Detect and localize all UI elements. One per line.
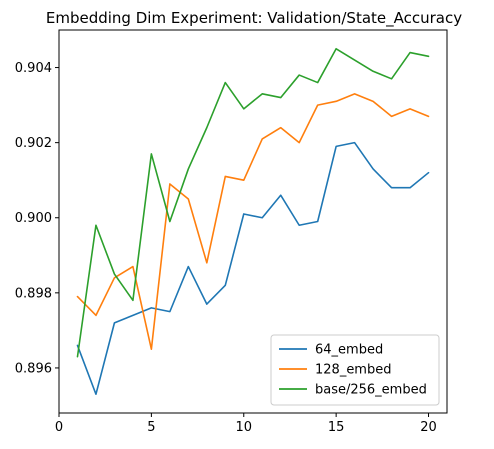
y-axis: 0.896 0.898 0.900 0.902 0.904 [15, 61, 59, 376]
series-line-1 [76, 93, 430, 350]
y-tick-label: 0.902 [15, 136, 52, 151]
series-line-0 [76, 141, 430, 396]
legend-label: 64_embed [315, 343, 383, 358]
legend-label: 128_embed [315, 363, 391, 378]
y-tick-label: 0.896 [15, 361, 52, 376]
x-tick-label: 10 [235, 420, 252, 435]
x-tick-label: 5 [147, 420, 155, 435]
y-tick-label: 0.898 [15, 286, 52, 301]
plot-area-frame [58, 29, 448, 414]
legend-label: base/256_embed [315, 383, 427, 398]
series-line-2 [76, 47, 430, 358]
x-axis: 0 5 10 15 20 [55, 413, 437, 435]
y-tick-label: 0.900 [15, 211, 52, 226]
legend-box [270, 334, 440, 406]
legend: 64_embed 128_embed base/256_embed [270, 334, 440, 406]
series-layer [76, 47, 430, 396]
y-tick-label: 0.904 [15, 61, 52, 76]
x-tick-label: 20 [420, 420, 437, 435]
x-tick-label: 15 [328, 420, 345, 435]
chart-title: Embedding Dim Experiment: Validation/Sta… [46, 9, 462, 28]
x-tick-label: 0 [55, 420, 63, 435]
